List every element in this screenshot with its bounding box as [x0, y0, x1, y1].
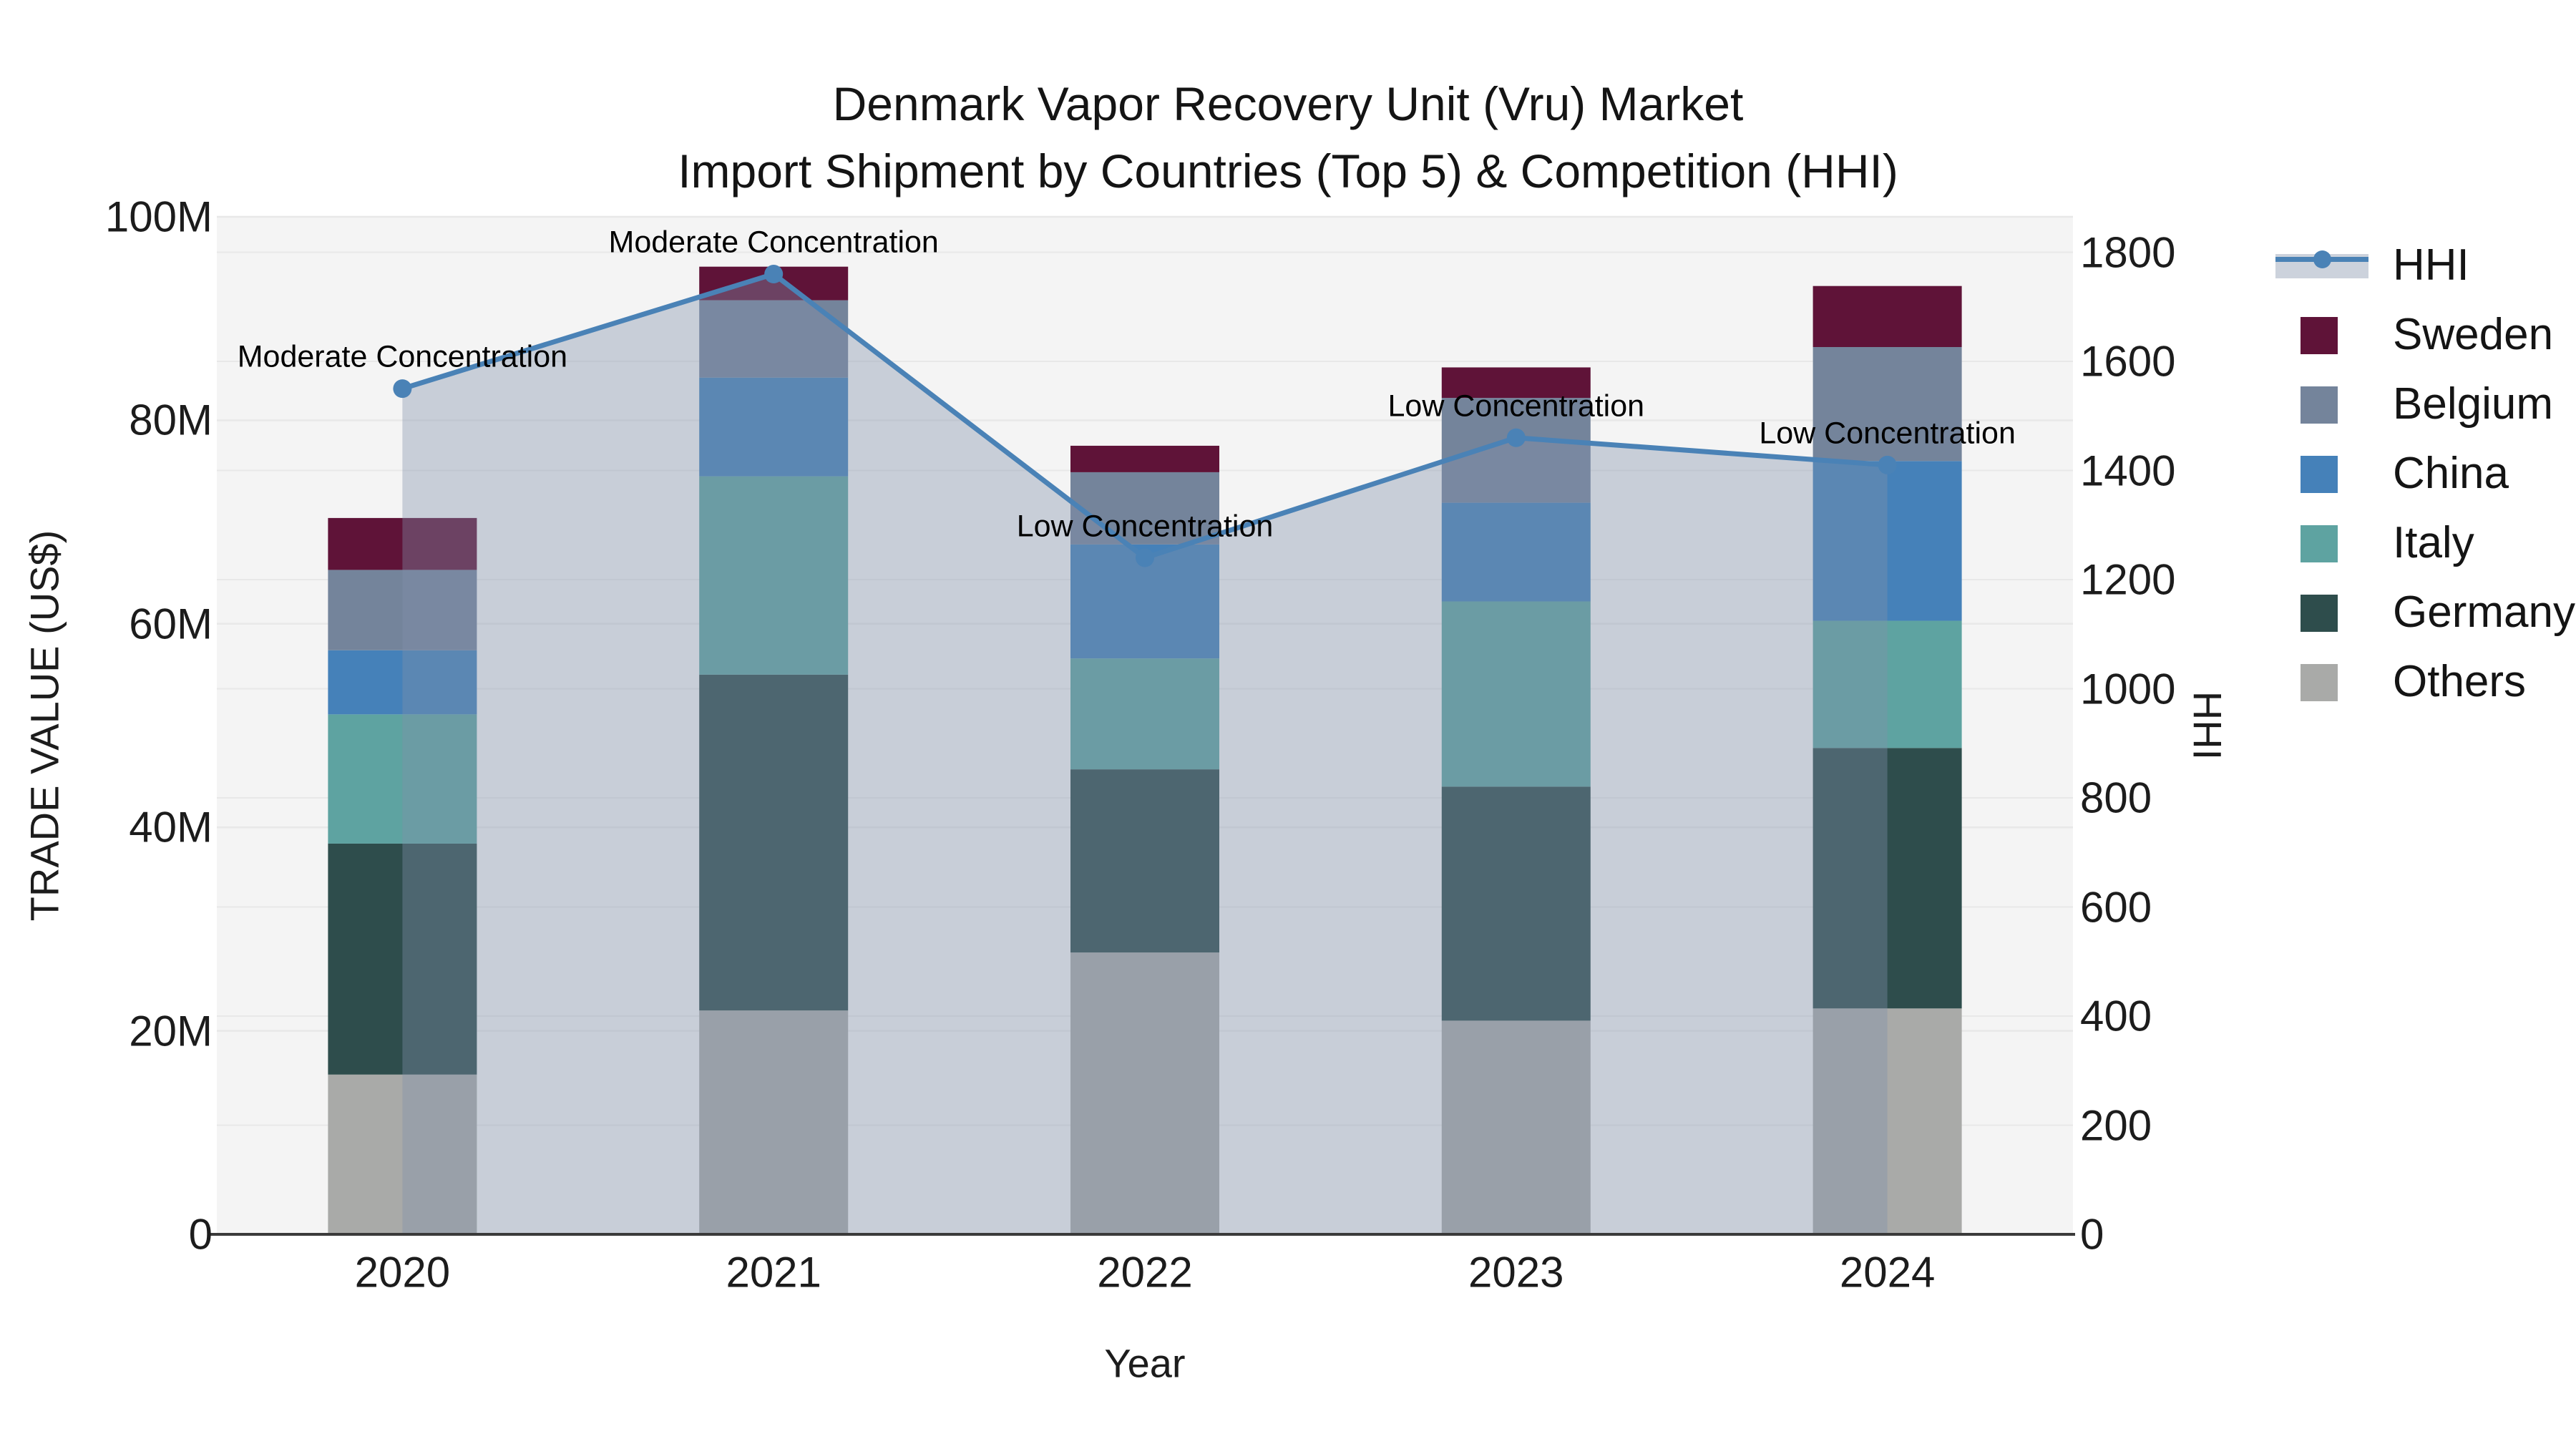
y-left-tick-40M: 40M: [129, 803, 213, 852]
bar-segment-sweden-2022: [1070, 445, 1219, 472]
y-right-tick-600: 600: [2080, 883, 2152, 931]
bar-segment-italy-2022: [1070, 658, 1219, 770]
y-right-tick-1400: 1400: [2080, 447, 2176, 494]
y-left-tick-100M: 100M: [104, 192, 213, 241]
chart-title-line2: Import Shipment by Countries (Top 5) & C…: [678, 145, 1898, 197]
bar-segment-belgium-2023: [1441, 398, 1591, 503]
annotation-2023: Low Concentration: [1387, 389, 1645, 424]
annotation-2024: Low Concentration: [1759, 416, 2016, 451]
bar-segment-italy-2024: [1813, 620, 1962, 748]
y-right-tick-1000: 1000: [2080, 665, 2176, 713]
y-left-tick-60M: 60M: [129, 600, 213, 648]
bar-segment-italy-2023: [1441, 601, 1591, 787]
legend-item-sweden[interactable]: Sweden: [2275, 300, 2575, 369]
legend-label: Belgium: [2393, 379, 2553, 429]
x-tick-2020: 2020: [354, 1248, 451, 1297]
bar-segment-china-2020: [328, 650, 477, 715]
bar-segment-germany-2021: [699, 674, 849, 1011]
legend-label: Sweden: [2393, 310, 2554, 359]
y-right-tick-400: 400: [2080, 992, 2152, 1040]
bar-segment-belgium-2020: [328, 570, 477, 650]
bar-segment-sweden-2023: [1441, 367, 1591, 399]
others-swatch-icon: [2275, 660, 2368, 703]
bar-segment-others-2021: [699, 1010, 849, 1234]
color-swatch: [2301, 525, 2338, 562]
color-swatch: [2301, 386, 2338, 424]
y-right-tick-1200: 1200: [2080, 555, 2176, 604]
y-right-tick-800: 800: [2080, 774, 2152, 822]
belgium-swatch-icon: [2275, 383, 2368, 426]
annotation-2021: Moderate Concentration: [608, 225, 939, 260]
hhi-marker-2020: [393, 379, 412, 399]
color-swatch: [2301, 316, 2338, 354]
bar-segment-china-2023: [1441, 502, 1591, 602]
hhi-marker-2023: [1506, 428, 1526, 447]
annotation-2020: Moderate Concentration: [237, 339, 568, 374]
hhi-marker-2024: [1878, 455, 1897, 474]
bar-segment-belgium-2024: [1813, 347, 1962, 462]
bar-segment-china-2024: [1813, 461, 1962, 621]
legend-item-china[interactable]: China: [2275, 439, 2575, 508]
bar-segment-germany-2024: [1813, 748, 1962, 1009]
bar-segment-others-2022: [1070, 952, 1219, 1234]
legend: HHI Sweden Belgium China Italy Germany Others: [2275, 230, 2575, 716]
bar-segment-italy-2020: [328, 714, 477, 844]
sweden-swatch-icon: [2275, 313, 2368, 356]
bar-segment-others-2024: [1813, 1008, 1962, 1234]
china-swatch-icon: [2275, 452, 2368, 495]
bar-segment-sweden-2024: [1813, 286, 1962, 348]
x-tick-2022: 2022: [1097, 1248, 1193, 1297]
legend-label: Germany: [2393, 587, 2575, 637]
bar-segment-germany-2020: [328, 843, 477, 1075]
bar-segment-italy-2021: [699, 476, 849, 675]
y-left-tick-0: 0: [188, 1210, 213, 1259]
x-tick-2023: 2023: [1468, 1248, 1564, 1297]
legend-label: HHI: [2393, 240, 2469, 290]
germany-swatch-icon: [2275, 591, 2368, 634]
legend-label: Others: [2393, 657, 2527, 706]
legend-item-italy[interactable]: Italy: [2275, 508, 2575, 577]
bar-segment-germany-2022: [1070, 769, 1219, 953]
italy-swatch-icon: [2275, 522, 2368, 565]
bar-segment-china-2021: [699, 377, 849, 477]
hhi-marker-2022: [1136, 548, 1154, 567]
x-axis-title: Year: [1104, 1340, 1186, 1386]
chart-title: Denmark Vapor Recovery Unit (Vru) Market…: [678, 70, 1898, 205]
bar-segment-sweden-2020: [328, 517, 477, 570]
x-tick-2021: 2021: [726, 1248, 821, 1297]
hhi-line-icon: [2275, 244, 2368, 287]
color-swatch: [2301, 663, 2338, 701]
bar-segment-others-2020: [328, 1074, 477, 1234]
y-left-axis-title: TRADE VALUE (US$): [21, 530, 67, 922]
legend-item-others[interactable]: Others: [2275, 647, 2575, 716]
y-right-tick-1600: 1600: [2080, 337, 2176, 386]
legend-item-belgium[interactable]: Belgium: [2275, 369, 2575, 439]
hhi-marker-2021: [764, 265, 784, 283]
legend-dot: [2313, 250, 2331, 268]
annotation-2022: Low Concentration: [1016, 509, 1274, 543]
y-right-axis-title: HHI: [2185, 691, 2230, 761]
legend-label: China: [2393, 449, 2509, 498]
color-swatch: [2301, 594, 2338, 632]
legend-item-hhi[interactable]: HHI: [2275, 230, 2575, 300]
legend-item-germany[interactable]: Germany: [2275, 577, 2575, 647]
x-tick-2024: 2024: [1839, 1248, 1936, 1297]
bar-segment-belgium-2022: [1070, 472, 1219, 545]
hhi-area: [402, 274, 1888, 1234]
bar-segment-others-2023: [1441, 1020, 1591, 1234]
y-right-tick-1800: 1800: [2080, 228, 2176, 276]
y-left-tick-80M: 80M: [129, 396, 213, 444]
color-swatch: [2301, 455, 2338, 493]
y-right-tick-0: 0: [2080, 1210, 2104, 1259]
y-left-tick-20M: 20M: [129, 1007, 213, 1055]
y-right-tick-200: 200: [2080, 1101, 2152, 1149]
legend-label: Italy: [2393, 518, 2474, 567]
chart-title-line1: Denmark Vapor Recovery Unit (Vru) Market: [832, 77, 1744, 130]
bar-segment-germany-2023: [1441, 786, 1591, 1021]
